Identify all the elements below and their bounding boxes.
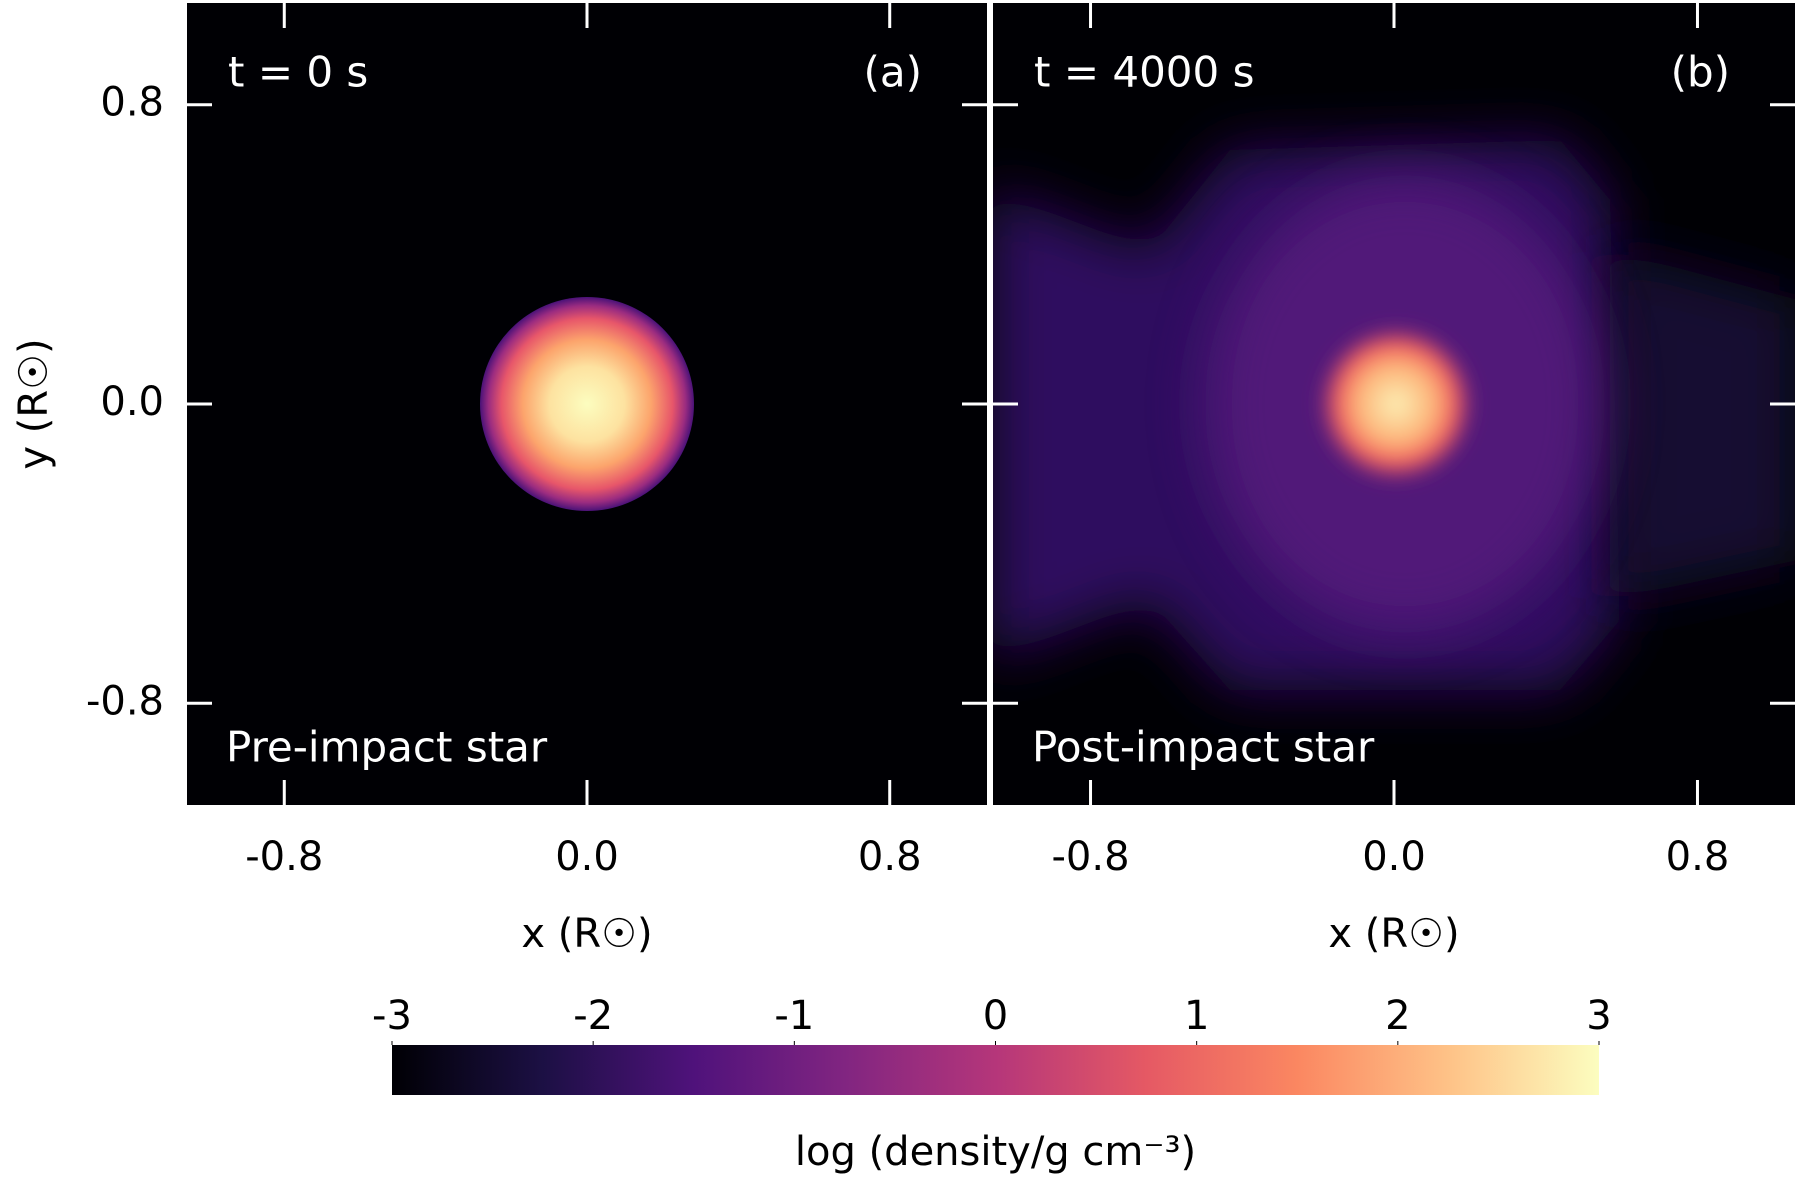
panel-label: (a) xyxy=(863,48,922,97)
y-axis-label: y (R☉) xyxy=(11,338,57,469)
panel-label: (b) xyxy=(1671,48,1730,97)
caption: Post-impact star xyxy=(1032,723,1375,772)
x-tick-label: -0.8 xyxy=(245,834,323,880)
x-tick-label: -0.8 xyxy=(1052,834,1130,880)
x-tick-label: 0.8 xyxy=(858,834,922,880)
colorbar-tick-label: 2 xyxy=(1385,993,1410,1039)
colorbar xyxy=(392,1045,1599,1095)
colorbar-tick-label: 0 xyxy=(983,993,1008,1039)
y-tick-label: 0.0 xyxy=(100,379,164,425)
colorbar-tick-label: 3 xyxy=(1586,993,1611,1039)
colorbar-tick-label: -1 xyxy=(774,993,814,1039)
caption: Pre-impact star xyxy=(226,723,548,772)
y-tick-label: 0.8 xyxy=(100,80,164,126)
heatmap-image xyxy=(990,0,1798,808)
colorbar-tick-label: 1 xyxy=(1184,993,1209,1039)
annotation: t = 0 s xyxy=(228,48,368,97)
annotation: t = 4000 s xyxy=(1034,48,1254,97)
heatmap-image xyxy=(184,0,990,808)
x-axis-label: x (R☉) xyxy=(521,911,652,957)
colorbar-label: log (density/g cm⁻³) xyxy=(795,1129,1196,1175)
x-tick-label: 0.8 xyxy=(1666,834,1730,880)
y-tick-label: -0.8 xyxy=(86,678,164,724)
colorbar-tick-label: -3 xyxy=(372,993,412,1039)
colorbar-tick-label: -2 xyxy=(573,993,613,1039)
x-axis-label: x (R☉) xyxy=(1328,911,1459,957)
x-tick-label: 0.0 xyxy=(1362,834,1426,880)
x-tick-label: 0.0 xyxy=(555,834,619,880)
